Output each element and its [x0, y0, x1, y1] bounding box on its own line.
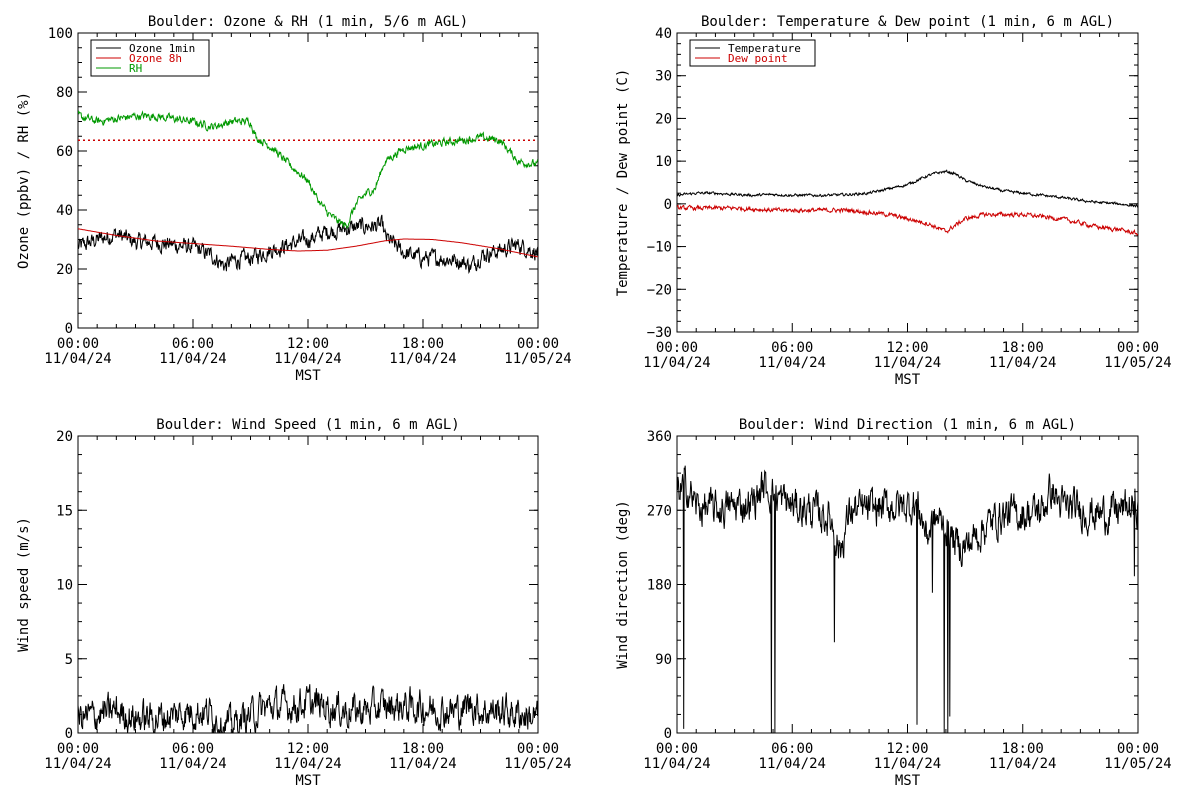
x-tick-time-label: 00:00 [656, 741, 698, 757]
series-line-3 [78, 110, 538, 230]
chart-panel-4: Boulder: Wind Direction (1 min, 6 m AGL)… [615, 417, 1172, 789]
x-tick-time-label: 06:00 [771, 340, 813, 356]
x-tick-date-label: 11/04/24 [44, 351, 111, 367]
x-tick-time-label: 06:00 [771, 741, 813, 757]
y-tick-label: 40 [56, 203, 73, 219]
x-tick-date-label: 11/04/24 [989, 355, 1056, 371]
x-tick-date-label: 11/04/24 [389, 756, 456, 772]
chart-panel-3: Boulder: Wind Speed (1 min, 6 m AGL) 0 5 10… [16, 417, 572, 789]
chart-title: Boulder: Wind Direction (1 min, 6 m AGL) [739, 417, 1076, 433]
series-line-1 [677, 169, 1138, 208]
y-tick-label: −20 [647, 282, 672, 298]
x-tick-date-label: 11/04/24 [159, 756, 226, 772]
y-tick-label: 100 [48, 26, 73, 42]
legend-entry: Dew point [728, 52, 788, 65]
y-tick-label: 0 [65, 726, 73, 742]
x-tick-date-label: 11/05/24 [504, 756, 571, 772]
y-tick-label: 80 [56, 85, 73, 101]
x-tick-time-label: 00:00 [517, 741, 559, 757]
y-tick-label: 40 [655, 26, 672, 42]
x-tick-time-label: 18:00 [1002, 741, 1044, 757]
x-tick-time-label: 12:00 [886, 340, 928, 356]
x-tick-time-label: 00:00 [517, 336, 559, 352]
series-line-1 [677, 465, 1138, 733]
x-tick-time-label: 00:00 [57, 336, 99, 352]
y-tick-label: 0 [65, 321, 73, 337]
y-tick-label: −10 [647, 240, 672, 256]
x-axis-label: MST [895, 773, 921, 789]
y-tick-label: 20 [655, 111, 672, 127]
y-tick-label: 60 [56, 144, 73, 160]
y-tick-label: 0 [664, 726, 672, 742]
y-axis-label: Ozone (ppbv) / RH (%) [16, 92, 32, 269]
x-tick-time-label: 12:00 [287, 336, 329, 352]
y-tick-label: 5 [65, 652, 73, 668]
chart-panel-2: Boulder: Temperature & Dew point (1 min,… [615, 14, 1172, 388]
x-axis-label: MST [295, 368, 321, 384]
series-line-1 [78, 684, 538, 733]
y-tick-label: 20 [56, 429, 73, 445]
x-tick-date-label: 11/04/24 [274, 351, 341, 367]
y-tick-label: 10 [655, 154, 672, 170]
y-tick-label: −30 [647, 325, 672, 341]
y-tick-label: 20 [56, 262, 73, 278]
y-tick-label: 360 [647, 429, 672, 445]
x-tick-time-label: 18:00 [402, 336, 444, 352]
series-line-2 [78, 228, 538, 258]
x-tick-date-label: 11/05/24 [504, 351, 571, 367]
legend-entry: Temperature [728, 42, 801, 55]
y-tick-label: 0 [664, 197, 672, 213]
x-tick-date-label: 11/04/24 [759, 756, 826, 772]
y-tick-label: 90 [655, 652, 672, 668]
plot-frame [77, 435, 539, 734]
x-tick-time-label: 12:00 [287, 741, 329, 757]
y-axis-label: Temperature / Dew point (C) [615, 69, 631, 297]
y-tick-label: 30 [655, 69, 672, 85]
chart-title: Boulder: Ozone & RH (1 min, 5/6 m AGL) [148, 14, 468, 30]
x-tick-time-label: 18:00 [1002, 340, 1044, 356]
x-tick-time-label: 00:00 [57, 741, 99, 757]
legend-box [689, 39, 816, 67]
series-line-2 [677, 204, 1138, 237]
y-tick-label: 15 [56, 503, 73, 519]
x-tick-time-label: 06:00 [172, 336, 214, 352]
plot-frame [676, 32, 1139, 333]
x-tick-time-label: 12:00 [886, 741, 928, 757]
chart-title: Boulder: Wind Speed (1 min, 6 m AGL) [156, 417, 459, 433]
x-tick-date-label: 11/04/24 [159, 351, 226, 367]
x-tick-date-label: 11/04/24 [643, 756, 710, 772]
x-tick-time-label: 06:00 [172, 741, 214, 757]
x-tick-date-label: 11/04/24 [643, 355, 710, 371]
y-tick-label: 180 [647, 578, 672, 594]
y-tick-label: 270 [647, 503, 672, 519]
x-tick-date-label: 11/04/24 [44, 756, 111, 772]
legend-entry: Ozone 1min [129, 42, 195, 55]
x-tick-time-label: 00:00 [1117, 340, 1159, 356]
x-tick-date-label: 11/05/24 [1104, 756, 1171, 772]
y-tick-label: 10 [56, 578, 73, 594]
x-tick-date-label: 11/05/24 [1104, 355, 1171, 371]
chart-title: Boulder: Temperature & Dew point (1 min,… [701, 14, 1114, 30]
legend-entry: Ozone 8h [129, 52, 182, 65]
chart-panel-1: Boulder: Ozone & RH (1 min, 5/6 m AGL) 0 2… [16, 14, 572, 384]
x-axis-label: MST [295, 773, 321, 789]
x-tick-date-label: 11/04/24 [759, 355, 826, 371]
plot-frame [676, 435, 1139, 734]
x-tick-date-label: 11/04/24 [989, 756, 1056, 772]
legend-entry: RH [129, 62, 142, 75]
x-tick-date-label: 11/04/24 [874, 756, 941, 772]
x-tick-date-label: 11/04/24 [389, 351, 456, 367]
x-tick-date-label: 11/04/24 [874, 355, 941, 371]
x-axis-label: MST [895, 372, 921, 388]
x-tick-time-label: 00:00 [1117, 741, 1159, 757]
x-tick-time-label: 00:00 [656, 340, 698, 356]
y-axis-label: Wind speed (m/s) [16, 517, 32, 652]
y-axis-label: Wind direction (deg) [615, 500, 631, 669]
x-tick-date-label: 11/04/24 [274, 756, 341, 772]
series-line-1 [78, 214, 538, 275]
x-tick-time-label: 18:00 [402, 741, 444, 757]
